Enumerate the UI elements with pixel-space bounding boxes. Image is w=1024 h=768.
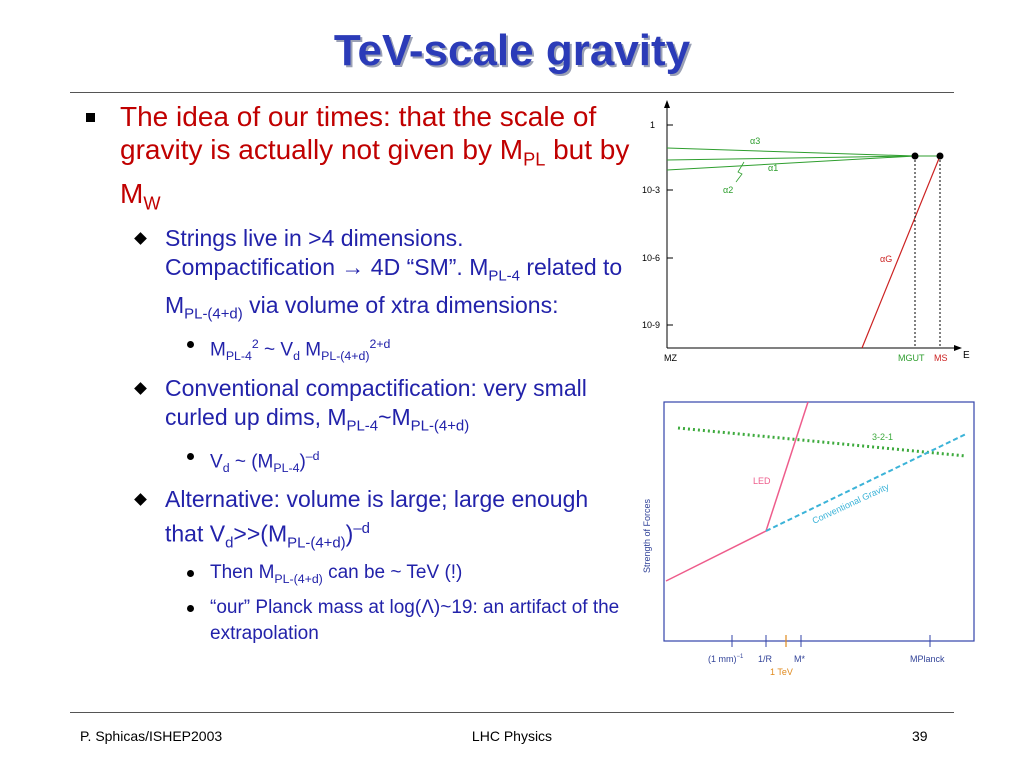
bullet-level3: MPL-42 ~ Vd MPL-(4+d)2+d	[70, 331, 630, 369]
bullet-text: The idea of our times: that the scale of…	[120, 101, 597, 165]
y-tick-label: 1	[650, 120, 655, 130]
arrow-symbol: →	[341, 254, 365, 281]
subscript: PL-4	[273, 461, 300, 476]
subscript: PL-(4+d)	[321, 349, 370, 364]
bullet-level2: Conventional compactification: very smal…	[70, 374, 630, 441]
x-axis-arrow-icon	[954, 345, 962, 351]
bullet-level3: Vd ~ (MPL-4)–d	[70, 443, 630, 481]
gut-point	[911, 152, 919, 160]
alpha3-line	[666, 147, 916, 157]
bullet-text: Conventional compactification: very smal…	[165, 374, 587, 430]
formula-text: )	[299, 451, 306, 473]
bullet-text: related to M	[165, 254, 623, 318]
formula-text: V	[210, 451, 223, 473]
footer-author: P. Sphicas/ISHEP2003	[80, 728, 223, 744]
diamond-bullet-icon	[134, 232, 147, 246]
bullet-text: >>(M	[233, 520, 288, 547]
formula-text: ~ (M	[229, 451, 274, 473]
formula-text: ~ V	[258, 339, 294, 361]
bullet-level2: Alternative: volume is large; large enou…	[70, 485, 630, 557]
bullet-text: 4D “SM”. M	[364, 254, 489, 281]
y-axis-label: Strength of Forces	[642, 498, 652, 573]
subscript: PL-4	[225, 349, 252, 364]
alpha2-line	[666, 155, 916, 161]
subscript: d	[225, 534, 234, 552]
diamond-bullet-icon	[134, 493, 147, 507]
bullet-text: via volume of xtra dimensions:	[242, 291, 559, 318]
series-led-label: LED	[753, 476, 771, 486]
alpha2-pointer	[735, 161, 745, 183]
dot-bullet-icon	[187, 453, 194, 461]
superscript: –d	[305, 449, 320, 464]
bullet-text: )	[345, 520, 354, 547]
bullet-level3: Then MPL-(4+d) can be ~ TeV (!)	[70, 560, 630, 592]
alpha2-label: α2	[723, 185, 733, 195]
string-point	[936, 152, 944, 160]
subscript: PL-4	[346, 417, 379, 435]
y-tick-label: 10-9	[642, 320, 660, 330]
bullet-text: )~19: an artifact of the extrapolation	[210, 597, 620, 645]
subscript: PL	[523, 149, 546, 170]
subscript: d	[293, 349, 300, 364]
series-3-2-1-line	[677, 426, 967, 458]
subscript: PL-4	[488, 267, 520, 285]
x-tick-label-mz: MZ	[664, 353, 677, 363]
bullet-level3: “our” Planck mass at log(Λ)~19: an artif…	[70, 595, 630, 647]
bullet-list: The idea of our times: that the scale of…	[70, 100, 630, 647]
bullet-text: can be ~ TeV (!)	[322, 562, 463, 584]
lambda-symbol: Λ	[421, 597, 434, 619]
subscript: PL-(4+d)	[410, 417, 470, 435]
bullet-text: but by M	[120, 134, 630, 209]
square-bullet-icon	[86, 113, 95, 122]
dot-bullet-icon	[187, 605, 194, 613]
y-tick-label: 10-3	[642, 185, 660, 195]
superscript: 2+d	[369, 337, 391, 352]
dot-bullet-icon	[187, 570, 194, 578]
alpha1-line	[666, 155, 916, 171]
bullet-text: ~M	[378, 403, 411, 430]
subscript: PL-(4+d)	[184, 305, 243, 323]
x-tick-label: (1 mm)−1	[708, 654, 744, 664]
footer-course: LHC Physics	[471, 728, 553, 744]
alphaG-label: αG	[880, 254, 892, 264]
tev-annotation: 1 TeV	[770, 667, 793, 677]
x-tick-label: MPlanck	[910, 654, 945, 664]
alpha3-label: α3	[750, 136, 760, 146]
subscript: d	[222, 461, 230, 476]
bullet-level2: Strings live in >4 dimensions. Compactif…	[70, 224, 630, 328]
x-tick-label: M*	[794, 654, 805, 664]
formula-text: M	[210, 339, 226, 361]
slide-title: TeV-scale gravity	[333, 26, 691, 75]
y-axis-arrow-icon	[664, 100, 670, 108]
bullet-text: Then M	[210, 562, 275, 584]
bullet-text: Alternative: volume is large; large enou…	[165, 486, 589, 547]
superscript: –d	[353, 520, 370, 538]
strength-of-forces-chart: Strength of Forces 3-2-1 LED Conventiona…	[642, 401, 975, 677]
bottom-rule	[70, 712, 954, 713]
x-tick-label-mgut: MGUT	[898, 353, 925, 363]
y-tick-label: 10-6	[642, 253, 660, 263]
dot-bullet-icon	[187, 341, 194, 349]
bullet-text: Strings live in >4 dimensions. Compactif…	[165, 225, 464, 281]
superscript: 2	[251, 337, 259, 352]
footer-page-number: 39	[912, 728, 928, 744]
subscript: PL-(4+d)	[287, 534, 346, 552]
gravity-line	[861, 155, 941, 349]
diamond-bullet-icon	[134, 381, 147, 395]
coupling-unification-chart: 1 10-3 10-6 10-9 α3 α1 α2 αG MZ MGUT MS …	[642, 100, 970, 363]
alpha1-label: α1	[768, 163, 778, 173]
series-3-2-1-label: 3-2-1	[872, 432, 893, 442]
bullet-level1: The idea of our times: that the scale of…	[70, 100, 630, 220]
x-tick-label: 1/R	[758, 654, 773, 664]
x-tick-label-ms: MS	[934, 353, 948, 363]
x-axis-label: E	[963, 350, 970, 361]
top-rule	[70, 92, 954, 93]
bullet-text: “our” Planck mass at log(	[210, 597, 422, 619]
subscript: PL-(4+d)	[274, 572, 323, 587]
subscript: W	[143, 193, 161, 214]
series-conventional-gravity-line	[765, 433, 967, 532]
formula-text: M	[299, 339, 322, 361]
